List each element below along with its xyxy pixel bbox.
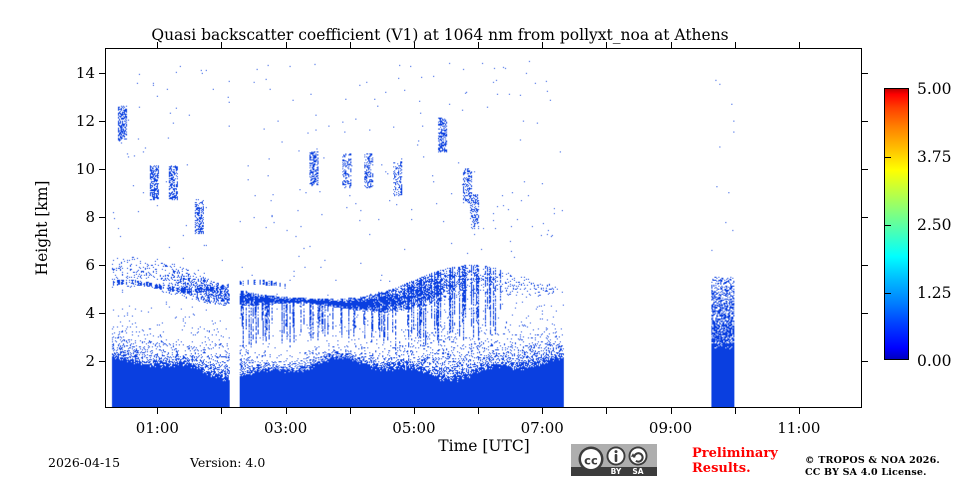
colorbar-tick: [885, 293, 891, 294]
y-axis-tick: [99, 313, 106, 314]
colorbar-tick-label: 5.00: [917, 80, 952, 98]
x-axis-tick: [670, 407, 672, 414]
y-axis-tick-label: 12: [75, 112, 95, 130]
colorbar-tick: [885, 225, 891, 226]
y-axis-tick: [99, 361, 106, 362]
x-axis-tick: [542, 407, 544, 414]
x-axis-minor-tick: [478, 407, 480, 414]
x-axis-tick: [285, 407, 287, 414]
x-axis-tick-label: 03:00: [264, 419, 308, 437]
y-axis-tick: [99, 265, 106, 266]
x-axis-top-tick: [349, 42, 351, 49]
x-axis-top-tick: [285, 42, 287, 49]
x-axis-minor-tick: [349, 407, 351, 414]
x-axis-tick: [798, 407, 800, 414]
x-axis-tick: [413, 407, 415, 414]
cc-license-badge-icon: cc BY SA: [571, 444, 657, 476]
svg-text:cc: cc: [584, 454, 598, 468]
x-axis-tick-label: 05:00: [392, 419, 436, 437]
x-axis-top-tick: [157, 42, 159, 49]
y-axis-tick: [99, 73, 106, 74]
plot-axes: 2 4 6 8 10 12 14 01:00 03:00 05:00 07:00 09:00 11:00: [76, 42, 868, 437]
y-axis-tick-right: [861, 121, 868, 122]
y-axis-tick-label: 2: [85, 352, 95, 370]
copyright-line-2: CC BY SA 4.0 License.: [805, 467, 927, 478]
colorbar-tick: [885, 157, 891, 158]
y-axis-tick-label: 14: [75, 64, 95, 82]
colorbar-tick-label: 2.50: [917, 216, 952, 234]
x-axis-minor-tick: [606, 407, 608, 414]
x-axis-tick-label: 11:00: [777, 419, 821, 437]
x-axis-top-tick: [734, 42, 736, 49]
y-axis-tick-right: [861, 73, 868, 74]
x-axis-tick-label: 01:00: [135, 419, 179, 437]
x-axis-minor-tick: [734, 407, 736, 414]
x-axis-top-tick: [542, 42, 544, 49]
preliminary-results-notice: Preliminary Results.: [692, 446, 778, 476]
date-stamp: 2026-04-15: [48, 455, 121, 470]
y-axis-tick-right: [861, 217, 868, 218]
x-axis-minor-tick: [221, 407, 223, 414]
y-axis-tick-label: 6: [85, 256, 95, 274]
chart-title: Quasi backscatter coefficient (V1) at 10…: [151, 26, 729, 44]
y-axis-tick-right: [861, 169, 868, 170]
version-stamp: Version: 4.0: [190, 455, 266, 470]
y-axis-label: Height [km]: [33, 180, 51, 276]
x-axis-top-tick: [670, 42, 672, 49]
x-axis-top-tick: [413, 42, 415, 49]
y-axis-tick-label: 8: [85, 208, 95, 226]
colorbar-tick-label: 1.25: [917, 284, 952, 302]
x-axis-label: Time [UTC]: [438, 437, 530, 455]
y-axis-tick-right: [861, 313, 868, 314]
x-axis-tick-label: 07:00: [520, 419, 564, 437]
preliminary-line-2: Results.: [692, 460, 751, 476]
y-axis-tick-right: [861, 361, 868, 362]
preliminary-line-1: Preliminary: [692, 446, 778, 461]
y-axis-tick: [99, 217, 106, 218]
x-axis-top-tick: [221, 42, 223, 49]
copyright-notice: © TROPOS & NOA 2026. CC BY SA 4.0 Licens…: [805, 455, 940, 479]
x-axis-top-tick: [798, 42, 800, 49]
y-axis-tick: [99, 169, 106, 170]
y-axis-tick-label: 10: [75, 160, 95, 178]
y-axis-tick-label: 4: [85, 304, 95, 322]
colorbar-tick-label: 3.75: [917, 148, 952, 166]
y-axis-tick: [99, 121, 106, 122]
x-axis-top-tick: [606, 42, 608, 49]
x-axis-top-tick: [478, 42, 480, 49]
y-axis-tick-right: [861, 265, 868, 266]
lidar-heatmap-canvas: [106, 49, 861, 407]
cc-by-label: BY: [611, 467, 622, 476]
copyright-line-1: © TROPOS & NOA 2026.: [805, 455, 940, 466]
colorbar-tick-label: 0.00: [917, 352, 952, 370]
colorbar: 0.00 1.25 2.50 3.75 5.00: [884, 80, 952, 370]
cc-sa-label: SA: [632, 467, 643, 476]
x-axis-tick: [157, 407, 159, 414]
x-axis-tick-label: 09:00: [648, 419, 693, 437]
